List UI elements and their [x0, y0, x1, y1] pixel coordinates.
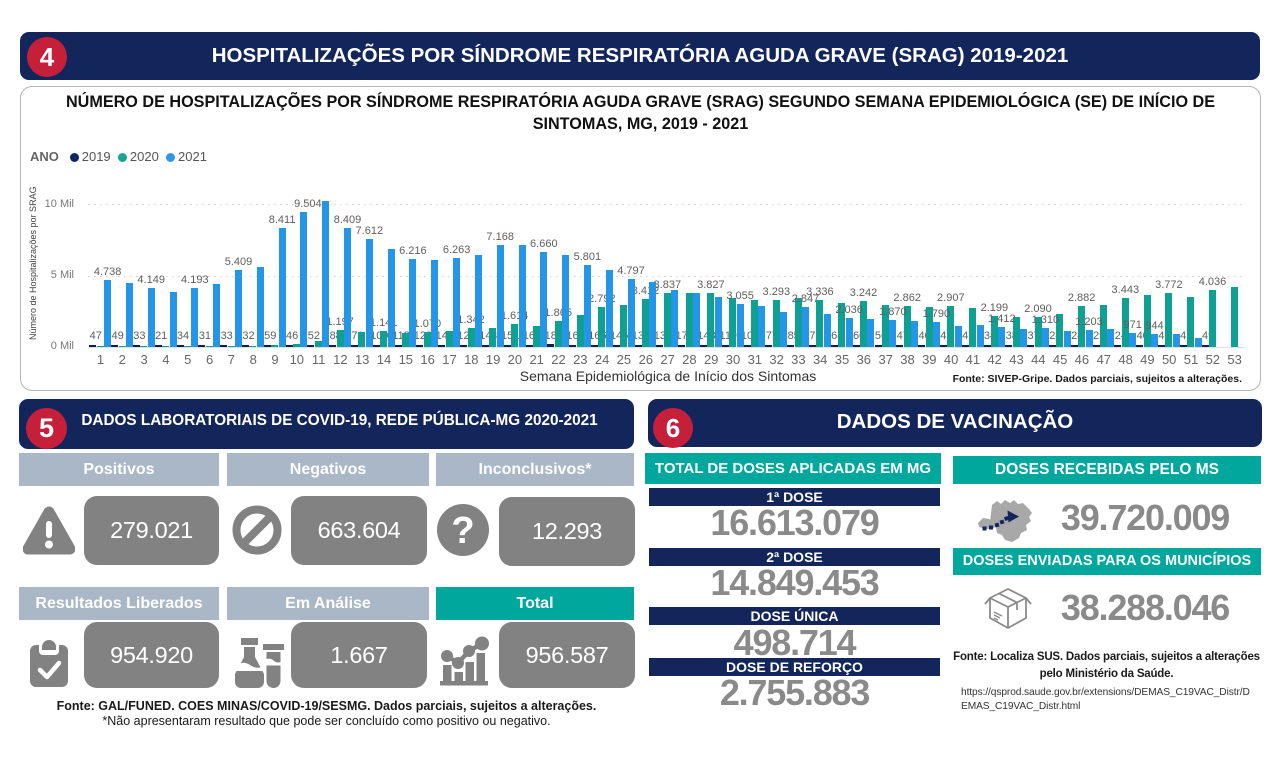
svg-text:?: ?	[451, 510, 474, 552]
